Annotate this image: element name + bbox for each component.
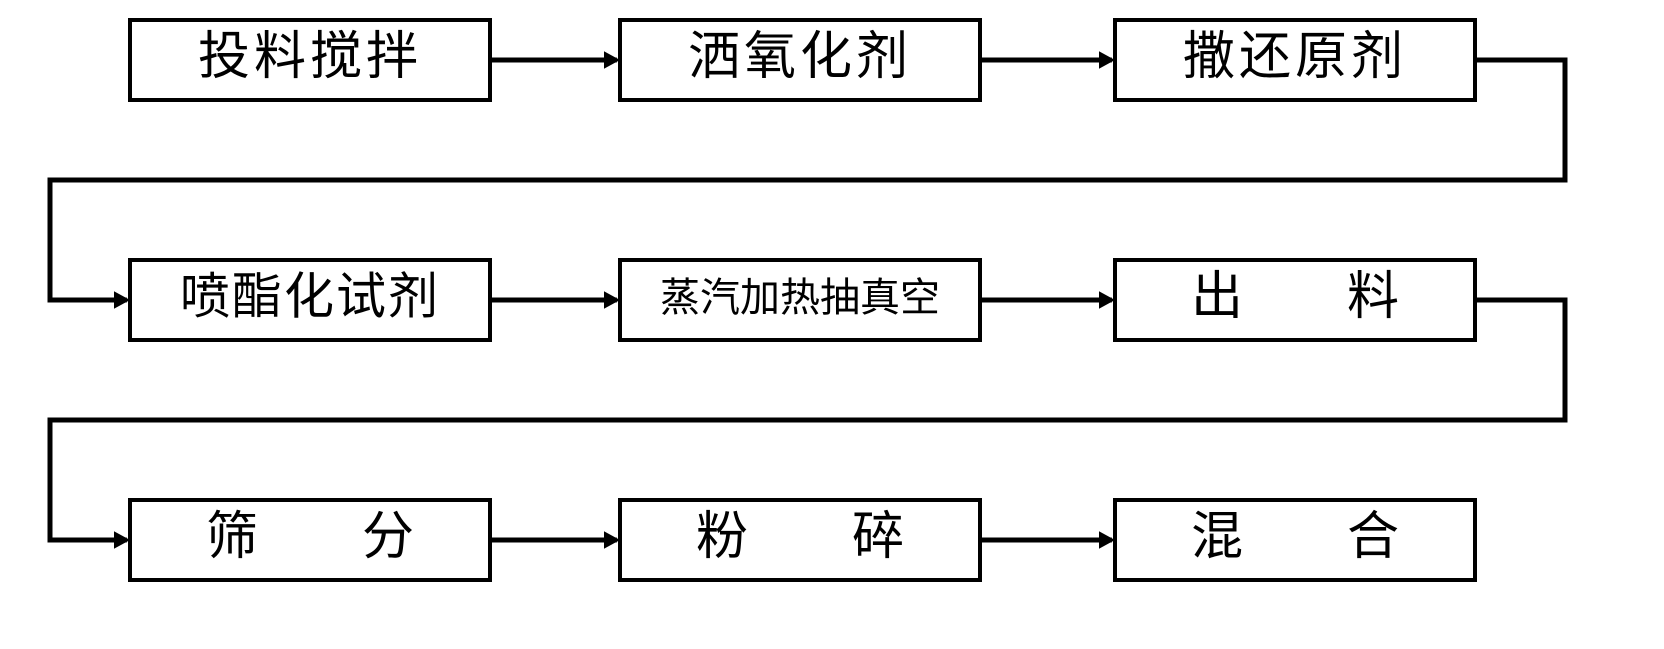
flow-node-n8: 粉 碎 bbox=[620, 500, 980, 580]
flow-node-label: 投料搅拌 bbox=[198, 29, 422, 86]
flow-node-n7: 筛 分 bbox=[130, 500, 490, 580]
flow-node-label: 洒氧化剂 bbox=[688, 29, 912, 86]
flow-node-label: 撒还原剂 bbox=[1183, 29, 1407, 86]
flow-node-n3: 撒还原剂 bbox=[1115, 20, 1475, 100]
flow-node-n1: 投料搅拌 bbox=[130, 20, 490, 100]
flow-node-label: 出 料 bbox=[1191, 269, 1399, 326]
flow-node-n4: 喷酯化试剂 bbox=[130, 260, 490, 340]
flow-node-n6: 出 料 bbox=[1115, 260, 1475, 340]
flow-node-label: 筛 分 bbox=[206, 509, 414, 566]
flow-node-n2: 洒氧化剂 bbox=[620, 20, 980, 100]
flowchart-canvas: 投料搅拌 洒氧化剂 撒还原剂喷酯化试剂 蒸汽加热抽真空 出 料筛 分 粉 碎 混 合 bbox=[0, 0, 1664, 649]
flow-node-label: 混 合 bbox=[1191, 509, 1399, 566]
flow-node-label: 粉 碎 bbox=[696, 509, 904, 566]
flow-node-label: 蒸汽加热抽真空 bbox=[660, 275, 940, 320]
flow-node-n5: 蒸汽加热抽真空 bbox=[620, 260, 980, 340]
flow-node-n9: 混 合 bbox=[1115, 500, 1475, 580]
flow-node-label: 喷酯化试剂 bbox=[180, 268, 440, 324]
